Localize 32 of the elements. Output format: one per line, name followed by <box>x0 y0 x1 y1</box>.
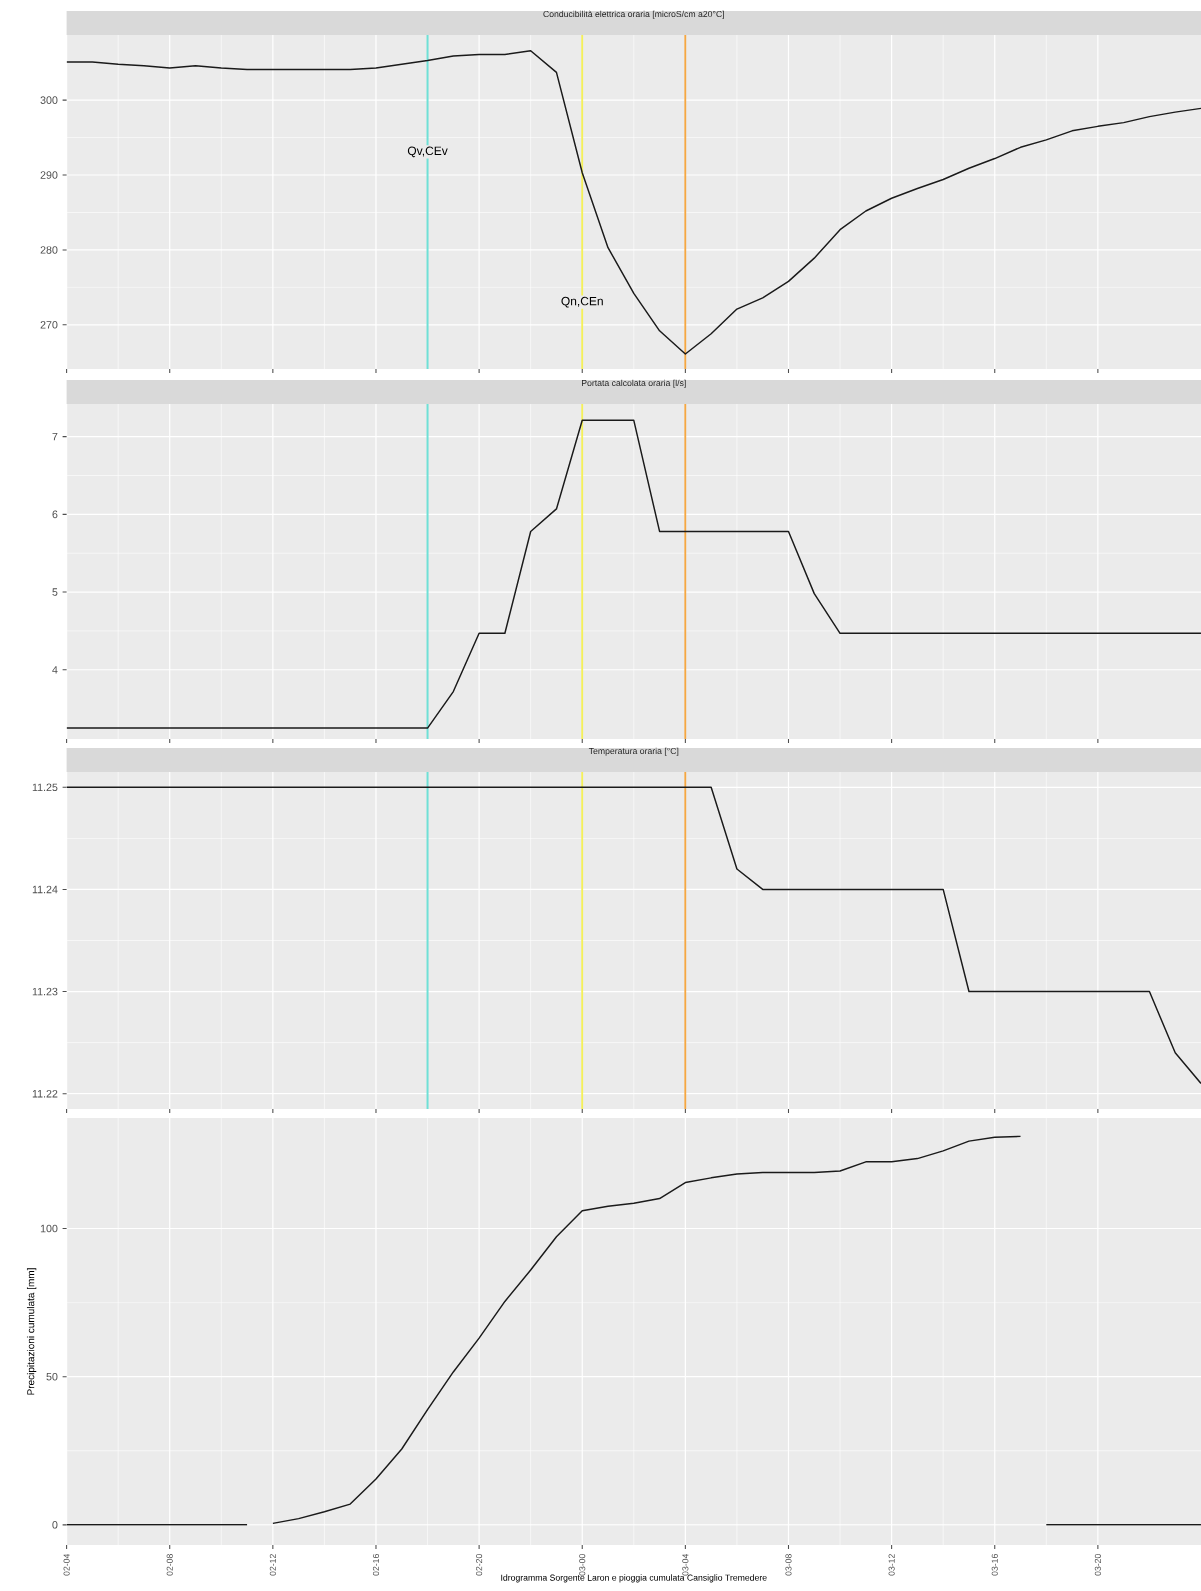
x-tick-label: 02-08 <box>166 1554 173 1576</box>
y-tick-label: 11.25 <box>32 783 58 792</box>
annotation: Qn,CEn <box>561 296 603 308</box>
y-tick-label: 4 <box>52 666 58 674</box>
x-tick-label: 03-16 <box>991 1554 998 1576</box>
chart-title: Temperatura oraria [°C] <box>588 747 679 756</box>
y-tick-label: 300 <box>40 96 58 104</box>
x-tick-label: 03-20 <box>1094 1554 1101 1576</box>
y-tick-label: 11.24 <box>32 885 58 894</box>
x-tick-label: 02-16 <box>372 1554 380 1576</box>
x-tick-label: 03-12 <box>888 1554 895 1576</box>
x-tick-label: 02-12 <box>269 1554 276 1576</box>
y-tick-label: 6 <box>52 510 58 519</box>
y-tick-label: 290 <box>40 171 58 179</box>
y-tick-label: 280 <box>40 246 58 254</box>
chart-title: Conducibilità elettrica oraria [microS/cm a20°C] <box>543 10 724 19</box>
annotation: Qv,CEv <box>407 146 448 158</box>
y-tick-label: 5 <box>52 588 58 596</box>
y-tick-label: 11.23 <box>32 987 58 996</box>
chart-title: Portata calcolata oraria [l/s] <box>582 379 686 388</box>
x-tick-label: 02-20 <box>476 1554 483 1576</box>
y-tick-label: 7 <box>52 432 58 441</box>
y-tick-label: 0 <box>52 1521 58 1529</box>
x-tick-label: 03-00 <box>579 1554 586 1576</box>
y-axis-title: Precipitazioni cumulata [mm] <box>26 1268 37 1395</box>
y-tick-label: 11.22 <box>32 1089 58 1098</box>
y-tick-label: 100 <box>40 1224 58 1233</box>
x-tick-label: 03-04 <box>682 1553 689 1576</box>
x-tick-label: 02-04 <box>63 1553 70 1576</box>
x-tick-label: 03-08 <box>785 1554 792 1576</box>
y-tick-label: 270 <box>40 321 58 329</box>
y-tick-label: 50 <box>46 1372 58 1381</box>
